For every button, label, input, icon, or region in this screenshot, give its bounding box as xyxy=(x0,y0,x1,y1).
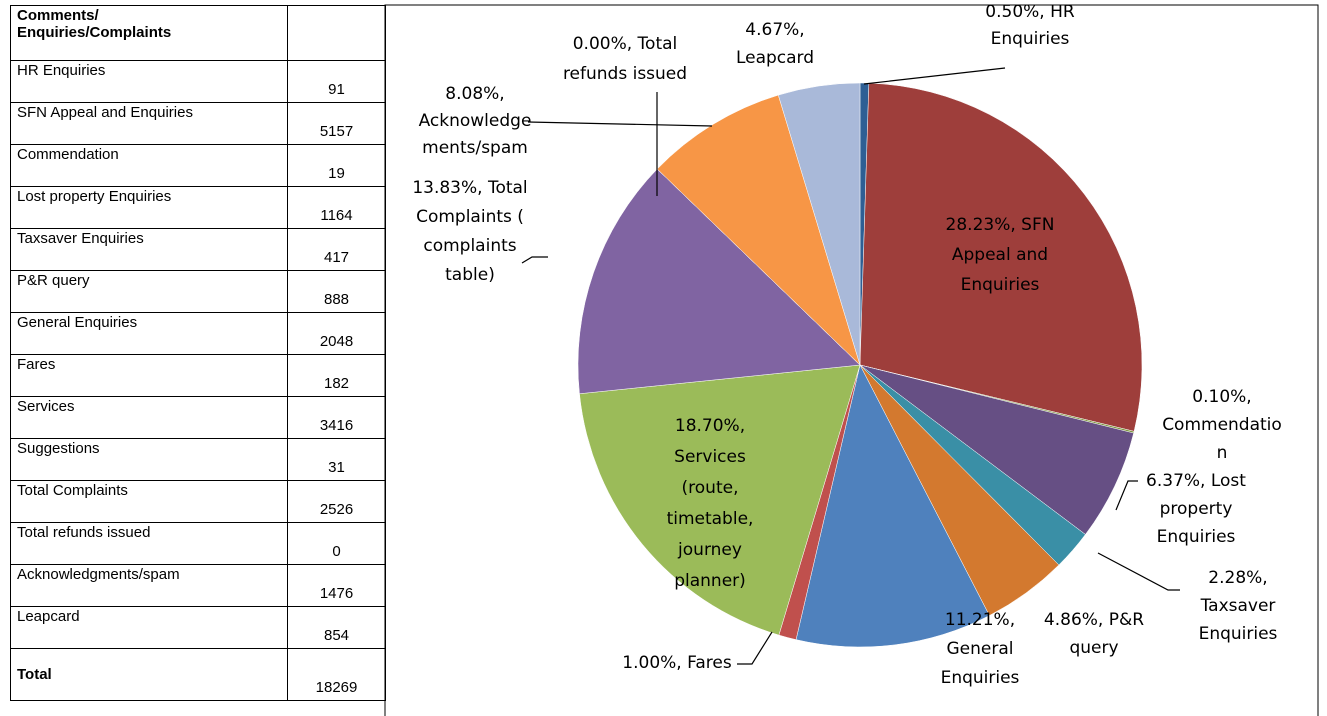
row-value: 0 xyxy=(287,522,386,565)
row-label: Leapcard xyxy=(10,606,288,649)
data-label: property xyxy=(1160,499,1233,519)
header-text: Enquiries/Complaints xyxy=(17,24,172,41)
data-label: Leapcard xyxy=(736,48,814,68)
data-label: 11.21%, xyxy=(945,610,1015,630)
pie-slice xyxy=(795,364,990,648)
total-label: Total xyxy=(10,648,288,701)
row-value: 19 xyxy=(287,144,386,187)
row-label: Acknowledgments/spam xyxy=(10,564,288,607)
pie-slice xyxy=(777,82,861,366)
data-label: ments/spam xyxy=(422,138,528,158)
row-label: Suggestions xyxy=(10,438,288,481)
data-label: 0.00%, Total xyxy=(573,34,678,54)
row-label: Fares xyxy=(10,354,288,397)
data-label: journey xyxy=(677,540,742,560)
data-label: n xyxy=(1217,443,1228,463)
data-label: 18.70%, xyxy=(675,416,745,436)
chart-frame xyxy=(384,4,1319,716)
data-label: 4.67%, xyxy=(745,20,804,40)
data-label: Taxsaver xyxy=(1200,596,1276,616)
row-label: Taxsaver Enquiries xyxy=(10,228,288,271)
data-label: Enquiries xyxy=(941,668,1020,688)
data-label: Enquiries xyxy=(1199,624,1278,644)
data-label: Enquiries xyxy=(961,275,1040,295)
table-row: Commendation 19 xyxy=(10,144,386,187)
total-value: 18269 xyxy=(287,648,386,701)
table-row: Total Complaints 2526 xyxy=(10,480,386,523)
data-label: 6.37%, Lost xyxy=(1146,471,1246,491)
row-label: Lost property Enquiries xyxy=(10,186,288,229)
header-text: Comments/ xyxy=(17,7,99,24)
data-label: Enquiries xyxy=(1157,527,1236,547)
row-value: 888 xyxy=(287,270,386,313)
table-row: SFN Appeal and Enquiries 5157 xyxy=(10,102,386,145)
data-label: Commendatio xyxy=(1162,415,1282,435)
row-label: Commendation xyxy=(10,144,288,187)
data-label: 4.86%, P&R xyxy=(1044,610,1144,630)
pie-slice xyxy=(579,364,861,636)
table-row: Leapcard 854 xyxy=(10,606,386,649)
row-label: SFN Appeal and Enquiries xyxy=(10,102,288,145)
data-label: planner) xyxy=(674,571,746,591)
data-label: Services xyxy=(674,447,746,467)
data-label: timetable, xyxy=(667,509,754,529)
pie-slice xyxy=(656,94,861,366)
data-label: 0.50%, HR xyxy=(985,2,1075,22)
table-row: HR Enquiries 91 xyxy=(10,60,386,103)
row-value: 417 xyxy=(287,228,386,271)
pie-slice xyxy=(577,168,861,395)
data-label: (route, xyxy=(682,478,739,498)
table-row: Lost property Enquiries 1164 xyxy=(10,186,386,229)
leader-line xyxy=(737,631,773,665)
total-row: Total 18269 xyxy=(10,648,386,701)
data-label: Acknowledge xyxy=(419,111,532,131)
data-label: query xyxy=(1069,638,1118,658)
pie-slice xyxy=(859,364,1134,535)
data-label: General xyxy=(947,639,1014,659)
row-value: 91 xyxy=(287,60,386,103)
table-row: Taxsaver Enquiries 417 xyxy=(10,228,386,271)
leader-lines xyxy=(521,67,1180,665)
table-row: P&R query 888 xyxy=(10,270,386,313)
row-label: General Enquiries xyxy=(10,312,288,355)
table-row: General Enquiries 2048 xyxy=(10,312,386,355)
leader-line xyxy=(863,67,1006,85)
leader-line xyxy=(1097,552,1180,591)
data-label: 2.28%, xyxy=(1208,568,1267,588)
table-row: Fares 182 xyxy=(10,354,386,397)
data-label: 1.00%, Fares xyxy=(622,653,732,673)
data-label: 28.23%, SFN xyxy=(946,215,1055,235)
leader-line xyxy=(521,256,548,264)
header-cell xyxy=(287,5,386,61)
row-label: P&R query xyxy=(10,270,288,313)
row-value: 3416 xyxy=(287,396,386,439)
data-label: table) xyxy=(445,265,495,285)
data-label: refunds issued xyxy=(563,64,687,84)
row-label: Total refunds issued xyxy=(10,522,288,565)
table-row: Total refunds issued 0 xyxy=(10,522,386,565)
data-label: 0.10%, xyxy=(1192,387,1251,407)
header-row: Comments/Enquiries/Complaints xyxy=(10,5,386,61)
data-label: 13.83%, Total xyxy=(412,178,527,198)
data-label: complaints xyxy=(423,236,516,256)
leader-line xyxy=(1115,480,1138,511)
data-label: Complaints ( xyxy=(416,207,524,227)
row-value: 1164 xyxy=(287,186,386,229)
table-row: Suggestions 31 xyxy=(10,438,386,481)
data-label: Enquiries xyxy=(991,29,1070,49)
leader-line xyxy=(527,121,713,127)
pie-slice xyxy=(859,82,1143,432)
data-label: 8.08%, xyxy=(445,84,504,104)
row-value: 854 xyxy=(287,606,386,649)
data-label: Appeal and xyxy=(952,245,1048,265)
data-table: Comments/Enquiries/Complaints HR Enquirie… xyxy=(10,5,386,701)
header-cell: Comments/Enquiries/Complaints xyxy=(10,5,288,61)
row-value: 2048 xyxy=(287,312,386,355)
pie xyxy=(577,82,1143,648)
